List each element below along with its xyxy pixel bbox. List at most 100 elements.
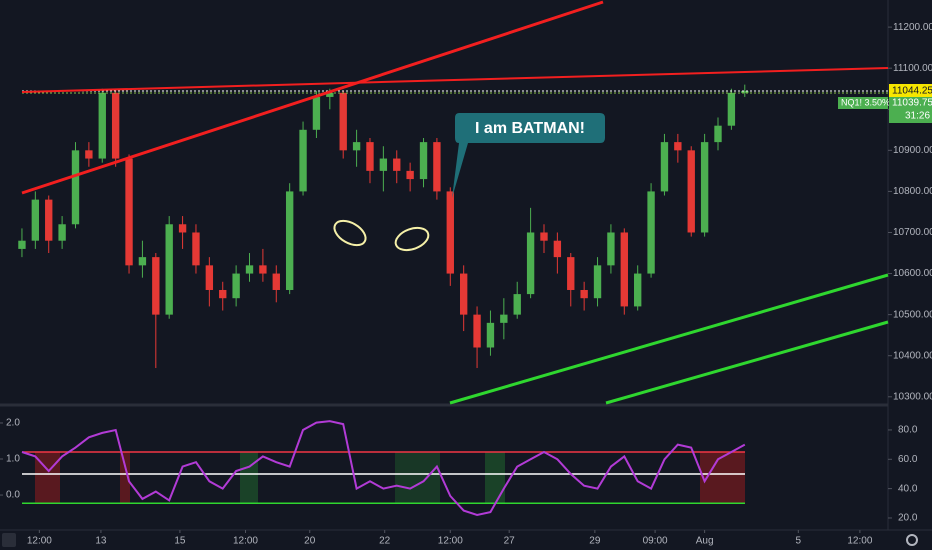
- x-tick-label: 20: [304, 536, 316, 547]
- settings-icon[interactable]: [906, 534, 918, 546]
- candle-body: [219, 289, 227, 299]
- y-tick-label: 11100.00: [893, 63, 932, 74]
- candle-body: [205, 265, 214, 290]
- red-band: [120, 452, 130, 504]
- candle-body: [339, 92, 347, 151]
- candle-body: [31, 199, 40, 241]
- candle-body: [379, 158, 388, 171]
- candle-body: [500, 314, 508, 323]
- green-band: [485, 452, 505, 504]
- x-tick-label: 12:00: [233, 536, 258, 547]
- candle-body: [459, 273, 468, 315]
- last-price-label: 11044.25: [892, 86, 932, 97]
- y-tick-label: 10600.00: [893, 268, 932, 279]
- candle-body: [98, 92, 106, 159]
- candle-body: [446, 191, 454, 274]
- candle-body: [660, 142, 669, 192]
- y-tick-label: 0.0: [6, 490, 20, 501]
- ellipse-drawing[interactable]: [330, 216, 369, 250]
- candle-body: [647, 191, 655, 274]
- candle-body: [125, 158, 133, 266]
- candle-body: [674, 142, 682, 151]
- scale-icon[interactable]: [2, 533, 16, 547]
- candle-body: [245, 265, 254, 274]
- y2-tick-label: 60.0: [898, 454, 918, 465]
- trend-line[interactable]: [21, 67, 889, 93]
- candle-body: [526, 232, 535, 295]
- indicator-shading: [35, 452, 745, 504]
- symbol-change: NQ1! 3.50%: [841, 97, 890, 107]
- candle-body: [259, 265, 267, 274]
- candle-body: [18, 240, 26, 249]
- candle-body: [540, 232, 548, 241]
- x-tick-label: Aug: [696, 536, 714, 547]
- x-tick-label: 12:00: [438, 536, 463, 547]
- candle-body: [419, 142, 428, 180]
- candle-body: [607, 232, 615, 266]
- candle-body: [486, 322, 495, 348]
- x-tick-label: 27: [504, 536, 516, 547]
- last-price-badge: [889, 84, 932, 98]
- x-tick-label: 13: [95, 536, 107, 547]
- y-tick-label: 10800.00: [893, 186, 932, 197]
- candle-body: [111, 92, 120, 159]
- callout-text: I am BATMAN!: [475, 120, 585, 137]
- y2-tick-label: 20.0: [898, 513, 918, 524]
- indicator-line: [21, 420, 746, 517]
- candle-body: [71, 150, 80, 225]
- candle-body: [232, 273, 240, 299]
- candle-body: [352, 142, 361, 151]
- candle-body: [433, 142, 441, 192]
- y-tick-label: 10400.00: [893, 350, 932, 361]
- candle-body: [299, 129, 307, 192]
- candle-body: [406, 170, 414, 180]
- x-tick-label: 12:00: [27, 536, 52, 547]
- candle-body: [727, 92, 736, 126]
- trend-line[interactable]: [21, 0, 604, 195]
- candle-body: [272, 273, 280, 290]
- trend-line[interactable]: [605, 320, 889, 405]
- y-tick-label: 1.0: [6, 454, 20, 465]
- candle-body: [312, 96, 321, 130]
- candle-body: [285, 191, 294, 290]
- green-band: [395, 452, 440, 504]
- candle-body: [45, 199, 53, 241]
- y-tick-label: 2.0: [6, 418, 20, 429]
- x-tick-label: 12:00: [847, 536, 872, 547]
- candle-body: [192, 232, 200, 266]
- candle-body: [700, 142, 709, 233]
- candle-body: [620, 232, 628, 307]
- candle-body: [741, 91, 749, 93]
- callout[interactable]: [452, 113, 605, 198]
- candle-body: [58, 224, 66, 241]
- candle-body: [553, 240, 562, 258]
- candle-body: [326, 92, 334, 97]
- x-tick-label: 22: [379, 536, 391, 547]
- symbol-price-badge: [889, 97, 932, 123]
- ellipse-drawing[interactable]: [393, 224, 432, 254]
- countdown: 31:26: [905, 111, 930, 122]
- y-tick-label: 10500.00: [893, 309, 932, 320]
- candle-body: [580, 289, 588, 299]
- candle-body: [178, 224, 187, 233]
- candle-body: [593, 265, 602, 299]
- y-tick-label: 10700.00: [893, 227, 932, 238]
- candle-body: [393, 158, 401, 171]
- candle-body: [165, 224, 173, 315]
- y2-tick-label: 80.0: [898, 425, 918, 436]
- y-tick-label: 10300.00: [893, 391, 932, 402]
- symbol-badge: [838, 97, 888, 109]
- candle-body: [687, 150, 695, 233]
- candle-body: [366, 142, 374, 171]
- symbol-price: 11039.75: [892, 98, 932, 109]
- x-tick-label: 09:00: [643, 536, 668, 547]
- candle-body: [634, 273, 642, 307]
- candle-body: [152, 257, 160, 315]
- x-tick-label: 15: [174, 536, 186, 547]
- trend-line[interactable]: [449, 273, 889, 405]
- candle-body: [567, 257, 575, 290]
- candle-body: [85, 150, 93, 159]
- candle-body: [513, 294, 521, 315]
- candle-body: [714, 125, 722, 143]
